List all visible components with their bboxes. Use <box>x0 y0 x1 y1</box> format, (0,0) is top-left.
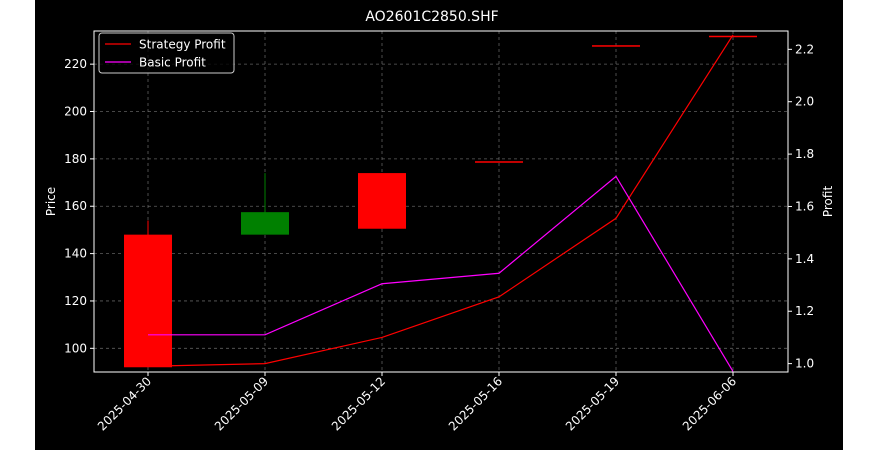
y-tick-label-right: 2.0 <box>795 95 814 109</box>
legend-box <box>98 32 235 74</box>
y-tick-label-left: 220 <box>64 57 87 71</box>
y-tick-label-right: 1.0 <box>795 357 814 371</box>
y-tick-label-left: 100 <box>64 341 87 355</box>
y-tick-label-right: 1.2 <box>795 304 814 318</box>
y-tick-label-right: 1.4 <box>795 252 814 266</box>
plot-area-frame <box>93 30 789 373</box>
candle-body <box>124 234 172 368</box>
x-tick-label: 2025-05-16 <box>446 374 505 433</box>
y-tick-label-left: 160 <box>64 199 87 213</box>
y-tick-label-left: 180 <box>64 152 87 166</box>
x-tick-label: 2025-06-06 <box>680 374 739 433</box>
x-tick-label: 2025-05-12 <box>329 374 388 433</box>
candle-body <box>475 161 523 163</box>
x-tick-label: 2025-05-19 <box>563 374 622 433</box>
y-tick-label-left: 140 <box>64 247 87 261</box>
series-line-basic-profit <box>148 175 734 372</box>
candle-body <box>241 212 289 235</box>
candle-body <box>592 45 640 47</box>
x-tick-label: 2025-05-09 <box>212 374 271 433</box>
y-tick-label-left: 120 <box>64 294 87 308</box>
series-line-strategy-profit <box>147 34 734 367</box>
y-axis-label-right: Profit <box>821 186 835 218</box>
chart-title: AO2601C2850.SHF <box>365 9 498 25</box>
candle-body <box>709 35 757 38</box>
y-tick-label-left: 200 <box>64 105 87 119</box>
y-tick-label-right: 1.6 <box>795 199 814 213</box>
y-tick-label-right: 2.2 <box>795 42 814 56</box>
y-tick-label-right: 1.8 <box>795 147 814 161</box>
legend: Strategy Profit Basic Profit <box>98 32 235 74</box>
chart-figure: AO2601C2850.SHF 100 120 140 160 180 200 220 1.0… <box>35 0 843 450</box>
legend-label-basic-profit: Basic Profit <box>139 56 206 70</box>
legend-label-strategy-profit: Strategy Profit <box>139 38 226 52</box>
y-axis-label-left: Price <box>44 187 58 216</box>
candle-body <box>358 173 406 229</box>
chart-svg: AO2601C2850.SHF 100 120 140 160 180 200 220 1.0… <box>44 9 835 433</box>
x-tick-label: 2025-04-30 <box>95 374 154 433</box>
